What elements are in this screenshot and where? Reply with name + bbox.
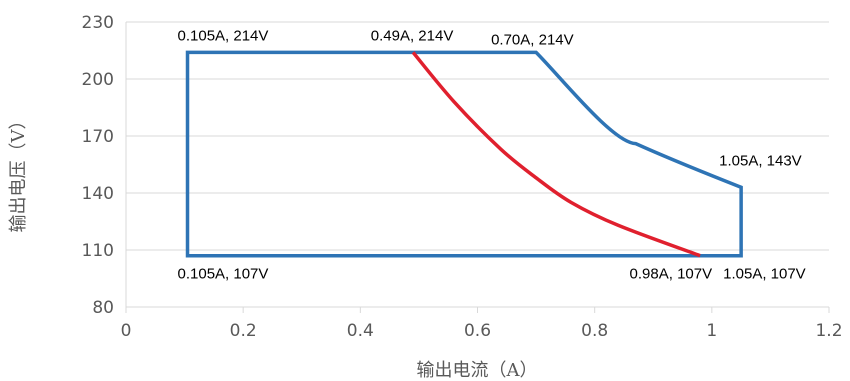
y-tick-label: 110	[82, 241, 114, 261]
grid-lines	[125, 21, 830, 313]
constant-power-series	[411, 51, 701, 258]
point-annotation: 0.105A, 107V	[178, 266, 269, 283]
y-axis-title: 输出电压（V）	[8, 112, 29, 233]
y-tick-label: 170	[82, 127, 114, 147]
x-tick-label: 0.4	[347, 321, 374, 341]
tick-labels: 80 110 140 170 200 230 0 0.2 0.4 0.6 0.8 1 1.2	[82, 13, 843, 341]
x-tick-label: 0	[121, 321, 132, 341]
x-tick-label: 1.2	[815, 321, 842, 341]
y-tick-label: 200	[82, 70, 114, 90]
y-tick-label: 80	[92, 298, 114, 318]
point-annotation: 0.98A, 107V	[630, 266, 713, 283]
point-annotation: 0.49A, 214V	[371, 27, 454, 44]
operating-boundary-series	[185, 50, 743, 258]
point-annotation: 1.05A, 107V	[723, 266, 806, 283]
point-annotation: 0.105A, 214V	[178, 27, 269, 44]
x-tick-label: 0.6	[464, 321, 491, 341]
point-annotation: 0.70A, 214V	[491, 31, 574, 48]
x-axis-title: 输出电流（A）	[417, 360, 538, 381]
series-lines	[185, 50, 743, 258]
point-annotations: 0.105A, 214V 0.49A, 214V 0.70A, 214V 1.05A,…	[178, 27, 806, 282]
x-tick-label: 1	[706, 321, 717, 341]
x-tick-label: 0.2	[230, 321, 257, 341]
y-tick-label: 140	[82, 184, 114, 204]
point-annotation: 1.05A, 143V	[719, 152, 802, 169]
x-tick-label: 0.8	[581, 321, 608, 341]
y-tick-label: 230	[82, 13, 114, 33]
